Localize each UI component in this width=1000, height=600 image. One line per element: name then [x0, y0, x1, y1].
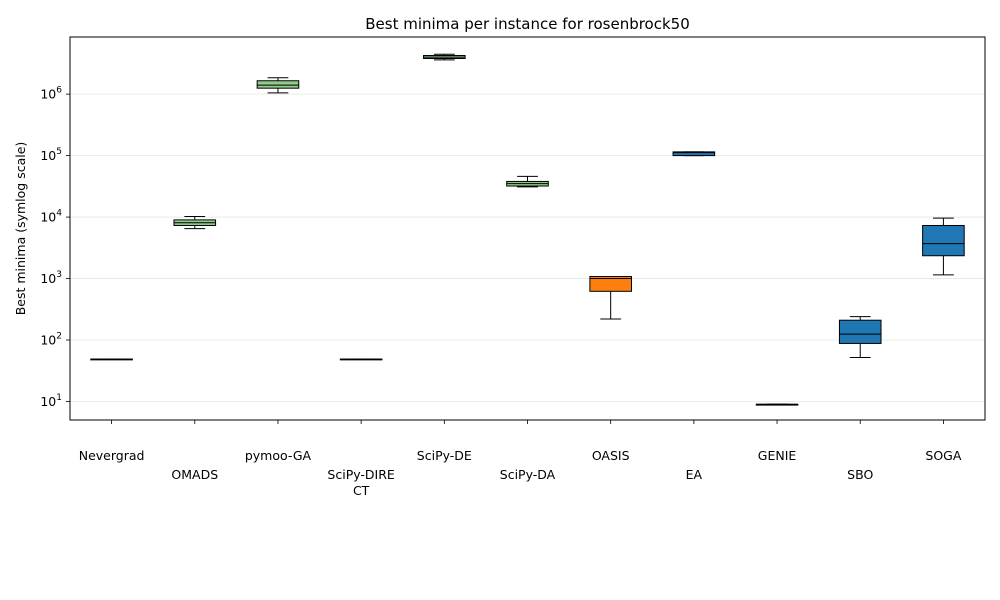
box-omads	[173, 216, 217, 230]
y-tick-label: 103	[40, 270, 62, 286]
x-tick-label: GENIE	[758, 448, 797, 463]
box-oasis	[589, 275, 632, 320]
y-tick-label: 106	[40, 86, 62, 102]
y-tick-label: 104	[40, 209, 62, 225]
y-axis-label: Best minima (symlog scale)	[13, 142, 28, 316]
chart-title: Best minima per instance for rosenbrock5…	[365, 15, 690, 33]
grid-lines	[70, 93, 985, 402]
box-scipy-da	[506, 175, 549, 188]
x-tick-label: OASIS	[592, 448, 630, 463]
x-tick-label: pymoo-GA	[245, 448, 312, 463]
box-scipy-direct	[339, 358, 383, 361]
x-tick-label: SciPy-DIRE	[327, 467, 395, 482]
x-tick-label: SciPy-DE	[417, 448, 472, 463]
y-tick-label: 105	[40, 147, 62, 163]
box-sbo	[838, 316, 882, 358]
x-tick-label: EA	[686, 467, 703, 482]
box-nevergrad	[90, 358, 133, 361]
x-tick-label: Nevergrad	[79, 448, 145, 463]
box-pymoo-ga	[256, 77, 300, 94]
iqr-box	[922, 224, 965, 257]
x-tick-label: SOGA	[925, 448, 961, 463]
box-soga	[922, 217, 965, 276]
x-tick-label: SciPy-DA	[500, 467, 556, 482]
box-scipy-de	[423, 53, 466, 61]
x-tick-label: OMADS	[171, 467, 218, 482]
iqr-box	[838, 319, 882, 344]
box-genie	[755, 403, 799, 406]
axis-layer: 101 102 103 104 105 106 Nevergrad OMADS pymoo-GA…	[40, 86, 962, 498]
iqr-box	[589, 275, 632, 292]
x-tick-label: CT	[353, 483, 370, 498]
iqr-box	[672, 151, 716, 157]
y-tick-label: 102	[40, 332, 62, 348]
box-layer	[90, 53, 965, 406]
x-tick-label: SBO	[847, 467, 873, 482]
box-ea	[672, 151, 716, 157]
y-tick-label: 101	[40, 393, 62, 409]
iqr-box	[256, 80, 300, 89]
